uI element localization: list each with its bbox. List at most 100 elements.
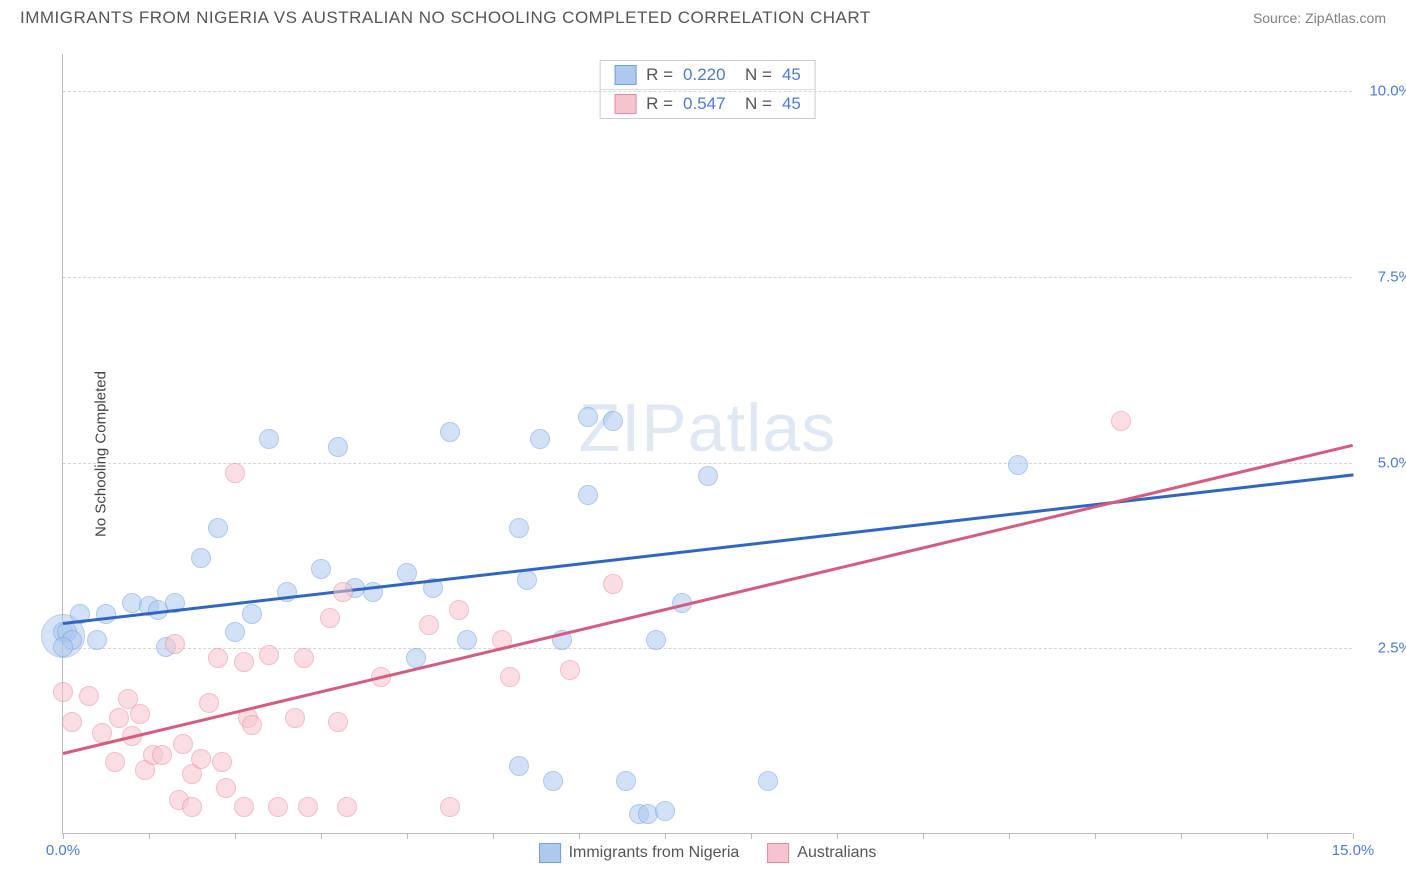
scatter-point [560,660,580,680]
scatter-point [225,622,245,642]
scatter-point [165,634,185,654]
scatter-point [208,648,228,668]
scatter-point [242,604,262,624]
x-tick [923,833,924,839]
scatter-point [212,752,232,772]
x-tick-label: 0.0% [46,842,80,859]
scatter-point [509,518,529,538]
chart-area: No Schooling Completed ZIPatlas R = 0.22… [50,44,1386,864]
x-tick [321,833,322,839]
scatter-point [53,637,73,657]
r-value-australians: 0.547 [683,94,726,114]
scatter-point [105,752,125,772]
scatter-point [268,797,288,817]
legend-item-australians: Australians [767,843,876,863]
scatter-point [337,797,357,817]
scatter-point [328,712,348,732]
scatter-point [1008,455,1028,475]
scatter-point [397,563,417,583]
scatter-point [259,429,279,449]
scatter-point [449,600,469,620]
legend-label-australians: Australians [797,844,876,862]
gridline [63,463,1352,464]
legend-swatch-icon [539,843,561,863]
x-tick [1009,833,1010,839]
scatter-point [234,797,254,817]
scatter-point [457,630,477,650]
x-tick [235,833,236,839]
scatter-point [182,797,202,817]
chart-source: Source: ZipAtlas.com [1253,10,1386,26]
x-tick [1353,833,1354,839]
scatter-point [698,466,718,486]
chart-title: IMMIGRANTS FROM NIGERIA VS AUSTRALIAN NO… [20,8,871,28]
trend-line [63,474,1353,626]
r-value-nigeria: 0.220 [683,65,726,85]
legend-row-australians: R = 0.547 N = 45 [600,89,815,118]
x-tick [579,833,580,839]
x-tick [1181,833,1182,839]
x-tick [149,833,150,839]
scatter-point [259,645,279,665]
scatter-point [1111,411,1131,431]
scatter-point [543,771,563,791]
legend-swatch-icon [767,843,789,863]
x-tick [407,833,408,839]
x-tick-label: 15.0% [1332,842,1375,859]
y-tick-label: 10.0% [1369,83,1406,100]
legend-swatch-nigeria [614,65,636,85]
x-tick [1095,833,1096,839]
n-value-australians: 45 [782,94,801,114]
scatter-point [79,686,99,706]
legend-item-nigeria: Immigrants from Nigeria [539,843,740,863]
scatter-point [242,715,262,735]
scatter-point [109,708,129,728]
scatter-point [655,801,675,821]
gridline [63,648,1352,649]
scatter-point [578,407,598,427]
x-tick [1267,833,1268,839]
scatter-point [225,463,245,483]
scatter-point [440,422,460,442]
scatter-point [311,559,331,579]
scatter-point [517,570,537,590]
legend-swatch-australians [614,94,636,114]
scatter-point [294,648,314,668]
scatter-point [603,574,623,594]
scatter-point [199,693,219,713]
y-tick-label: 2.5% [1378,640,1406,657]
scatter-point [440,797,460,817]
scatter-point [216,778,236,798]
gridline [63,277,1352,278]
scatter-point [298,797,318,817]
scatter-point [208,518,228,538]
gridline [63,91,1352,92]
scatter-point [92,723,112,743]
scatter-point [509,756,529,776]
scatter-point [530,429,550,449]
x-tick [493,833,494,839]
scatter-point [191,749,211,769]
legend-label-nigeria: Immigrants from Nigeria [569,844,740,862]
n-value-nigeria: 45 [782,65,801,85]
x-tick [665,833,666,839]
scatter-point [758,771,778,791]
scatter-point [152,745,172,765]
scatter-point [234,652,254,672]
scatter-point [328,437,348,457]
x-tick [837,833,838,839]
legend-row-nigeria: R = 0.220 N = 45 [600,61,815,89]
scatter-point [285,708,305,728]
scatter-point [87,630,107,650]
scatter-point [500,667,520,687]
scatter-point [616,771,636,791]
y-tick-label: 7.5% [1378,268,1406,285]
scatter-point [62,712,82,732]
x-tick [63,833,64,839]
scatter-point [603,411,623,431]
scatter-point [191,548,211,568]
scatter-point [333,582,353,602]
scatter-point [646,630,666,650]
plot-region: ZIPatlas R = 0.220 N = 45 R = 0.547 N = … [62,54,1352,834]
x-tick [751,833,752,839]
